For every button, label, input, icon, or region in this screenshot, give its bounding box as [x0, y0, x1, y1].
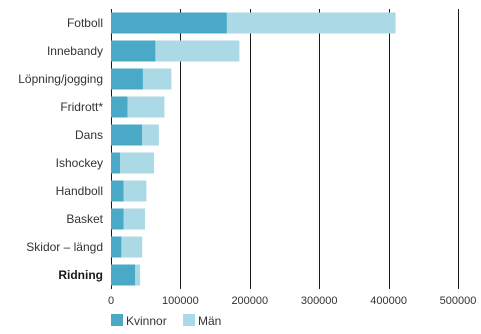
x-tick-label: 100000 — [162, 295, 199, 307]
bar-man-4 — [142, 124, 159, 146]
bar-kvinnor-2 — [111, 68, 143, 90]
bar-kvinnor-4 — [111, 124, 143, 146]
bar-man-6 — [123, 180, 147, 202]
bar-man-9 — [135, 264, 141, 286]
category-label: Ridning — [58, 268, 103, 282]
category-label: Handboll — [56, 184, 103, 198]
legend-swatch-kvinnor — [111, 314, 123, 326]
bar-man-3 — [127, 96, 165, 118]
x-tick-labels: 0 100000 200000 300000 400000 500000 — [108, 295, 476, 307]
bar-kvinnor-7 — [111, 208, 124, 230]
legend: Kvinnor Män — [111, 314, 221, 328]
category-labels: Fotboll Innebandy Löpning/jogging Fridrott*… — [18, 16, 103, 282]
bar-man-0 — [226, 12, 396, 34]
category-label: Skidor – längd — [26, 240, 103, 254]
bar-man-2 — [142, 68, 172, 90]
bar-kvinnor-5 — [111, 152, 121, 174]
category-label: Dans — [75, 128, 103, 142]
category-label: Fridrott* — [60, 100, 103, 114]
category-label: Basket — [66, 212, 103, 226]
category-label: Fotboll — [67, 16, 103, 30]
category-label: Löpning/jogging — [18, 72, 103, 86]
bar-kvinnor-6 — [111, 180, 124, 202]
x-tick-label: 400000 — [370, 295, 407, 307]
bar-man-1 — [155, 40, 240, 62]
category-label: Innebandy — [47, 44, 103, 58]
x-tick-label: 500000 — [440, 295, 477, 307]
bar-kvinnor-8 — [111, 236, 122, 258]
bars — [111, 12, 396, 286]
legend-label-kvinnor: Kvinnor — [126, 314, 167, 328]
bar-man-5 — [120, 152, 155, 174]
x-tick-label: 0 — [108, 295, 114, 307]
bar-man-7 — [123, 208, 146, 230]
bar-kvinnor-1 — [111, 40, 156, 62]
bar-man-8 — [121, 236, 143, 258]
x-tick-label: 300000 — [301, 295, 338, 307]
bar-kvinnor-3 — [111, 96, 128, 118]
legend-swatch-man — [183, 314, 195, 326]
category-label: Ishockey — [56, 156, 103, 170]
legend-label-man: Män — [198, 314, 221, 328]
bar-kvinnor-9 — [111, 264, 136, 286]
x-tick-label: 200000 — [231, 295, 268, 307]
bar-kvinnor-0 — [111, 12, 227, 34]
